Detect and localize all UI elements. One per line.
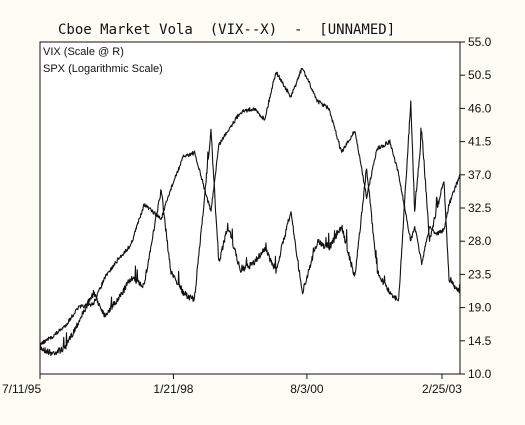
y-tick-label-4: 28.0: [468, 234, 492, 248]
x-tick-label-3: 2/25/03: [422, 382, 462, 396]
y-tick-label-8: 46.0: [468, 101, 492, 115]
plot-frame: [39, 41, 461, 375]
chart-title: Cboe Market Vola (VIX--X) - [UNNAMED]: [58, 22, 395, 38]
y-tick-label-2: 19.0: [468, 301, 492, 315]
x-tick-label-2: 8/3/00: [290, 382, 324, 396]
x-tick-label-0: 7/11/95: [2, 382, 41, 396]
series-line-1: [39, 67, 461, 347]
y-tick-label-5: 32.5: [468, 201, 492, 215]
y-tick-label-6: 37.0: [468, 168, 492, 182]
y-tick-label-1: 14.5: [468, 334, 492, 348]
y-axis-right: 10.0 14.5 19.0 23.5 28.0 32.5 37.0 41.5 46.0 50.5…: [460, 35, 492, 381]
x-tick-label-1: 1/21/98: [153, 382, 193, 396]
y-tick-label-10: 55.0: [468, 35, 492, 49]
series-line-0: [39, 100, 461, 357]
y-tick-label-0: 10.0: [468, 367, 492, 381]
plot-lines: [39, 67, 461, 357]
legend-entry-0: VIX (Scale @ R): [43, 46, 124, 58]
x-axis: 7/11/95 1/21/98 8/3/00 2/25/03: [2, 374, 462, 396]
y-tick-label-9: 50.5: [468, 68, 492, 82]
y-tick-label-3: 23.5: [468, 267, 492, 281]
legend: VIX (Scale @ R) SPX (Logarithmic Scale): [43, 46, 163, 75]
legend-entry-1: SPX (Logarithmic Scale): [43, 63, 163, 75]
y-tick-label-7: 41.5: [468, 135, 492, 149]
